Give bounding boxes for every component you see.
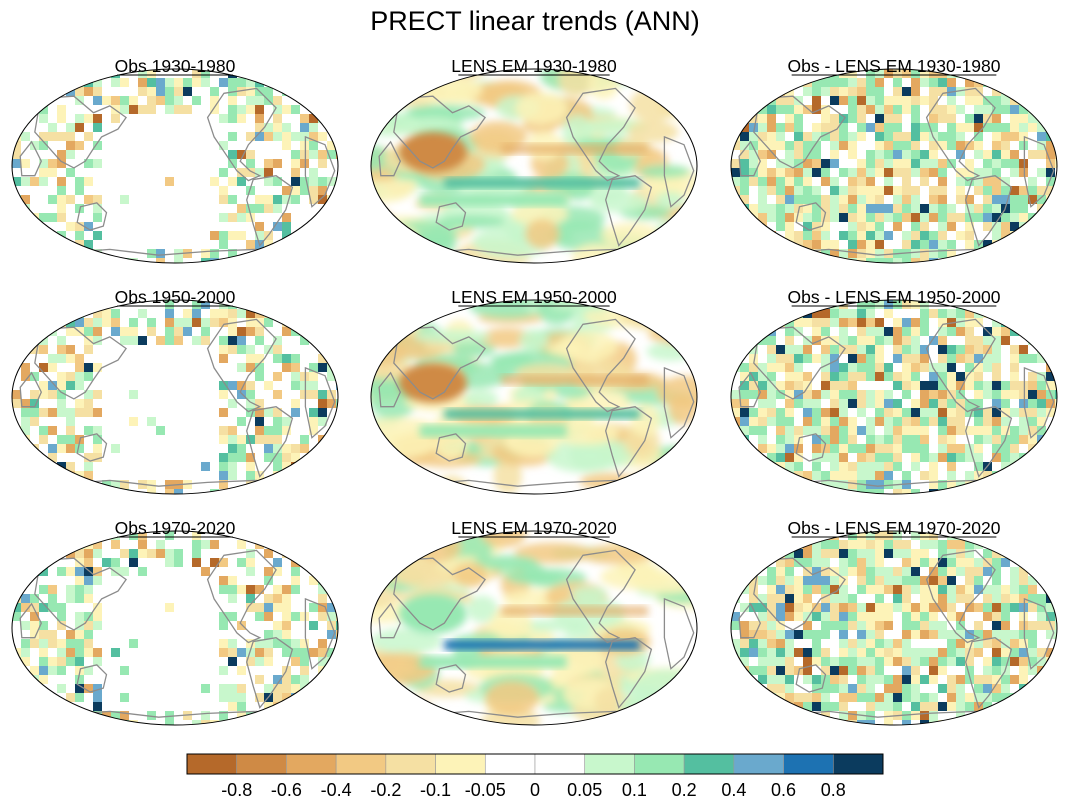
colorbar-tick-label: 0.1 [622, 780, 647, 800]
coastlines [378, 549, 695, 718]
map-field [12, 300, 338, 494]
colorbar-tick-label: -0.6 [271, 780, 302, 800]
map-panel-8: LENS EM 1970-2020 [370, 518, 698, 726]
colorbar-swatch [783, 753, 834, 775]
panel-title: Obs - LENS EM 1930-1980 [787, 56, 1000, 76]
map-border [730, 299, 1058, 495]
colorbar-frame [186, 753, 884, 775]
map-panel-7: Obs 1970-2020 [11, 518, 339, 726]
colorbar-swatch [236, 753, 287, 775]
colorbar-tick-label: -0.4 [321, 780, 352, 800]
map-panel-3: Obs - LENS EM 1930-1980 [730, 56, 1058, 264]
map-border [11, 68, 339, 264]
map-field [731, 531, 1057, 725]
map-panel-6: Obs - LENS EM 1950-2000 [730, 287, 1058, 495]
colorbar-tick-label: 0.4 [721, 780, 746, 800]
colorbar-swatch [335, 753, 387, 775]
colorbar-swatch [584, 753, 635, 775]
coastlines [19, 549, 336, 718]
panel-title: Obs - LENS EM 1950-2000 [787, 287, 1000, 307]
map-panel-9: Obs - LENS EM 1970-2020 [730, 518, 1058, 726]
colorbar-swatch [634, 753, 685, 775]
map-panel-2: LENS EM 1930-1980 [370, 56, 698, 264]
colorbar-tick-label: 0 [530, 780, 540, 800]
map-panels: Obs 1930-1980 LENS EM 1930-1980 Obs - LENS… [11, 56, 1058, 726]
colorbar-swatch [435, 753, 486, 775]
map-panel-1: Obs 1930-1980 [11, 56, 339, 264]
colorbar-swatch [286, 753, 337, 775]
colorbar-tick-label: -0.1 [420, 780, 451, 800]
map-border [11, 530, 339, 726]
colorbar-swatch [385, 753, 436, 775]
map-border [370, 68, 698, 264]
map-border [11, 299, 339, 495]
panel-title: LENS EM 1950-2000 [451, 287, 617, 307]
colorbar-swatch [683, 753, 735, 775]
colorbar-tick-label: -0.2 [370, 780, 401, 800]
panel-title: LENS EM 1930-1980 [451, 56, 617, 76]
map-border [730, 68, 1058, 264]
panel-title: Obs 1970-2020 [115, 518, 236, 538]
colorbar-swatch [534, 753, 586, 775]
map-border [370, 299, 698, 495]
panel-title: LENS EM 1970-2020 [451, 518, 617, 538]
colorbar-tick-label: -0.05 [465, 780, 506, 800]
panel-title: Obs - LENS EM 1970-2020 [787, 518, 1000, 538]
coastlines [378, 87, 695, 256]
colorbar-tick-label: -0.8 [221, 780, 252, 800]
map-field [731, 300, 1057, 494]
map-border [370, 530, 698, 726]
map-field [12, 69, 338, 263]
colorbar-tick-label: 0.2 [672, 780, 697, 800]
colorbar-swatch [186, 753, 238, 775]
colorbar-tick-label: 0.05 [567, 780, 602, 800]
map-field [371, 300, 697, 494]
map-panel-4: Obs 1950-2000 [11, 287, 339, 495]
map-field [12, 531, 338, 725]
map-border [730, 530, 1058, 726]
colorbar-tick-label: 0.6 [771, 780, 796, 800]
map-field [731, 69, 1057, 263]
map-field [371, 69, 697, 263]
map-field [371, 531, 697, 725]
colorbar: -0.8 -0.6 -0.4 -0.2 -0.1 -0.05 0 0.05 0.1 0.2 0.4 0… [186, 753, 884, 800]
colorbar-swatch [484, 753, 536, 775]
panel-title: Obs 1930-1980 [115, 56, 236, 76]
panel-title: Obs 1950-2000 [115, 287, 236, 307]
colorbar-swatch [733, 753, 784, 775]
map-panel-5: LENS EM 1950-2000 [370, 287, 698, 495]
figure-title: PRECT linear trends (ANN) [370, 6, 700, 36]
colorbar-tick-label: 0.8 [821, 780, 846, 800]
colorbar-swatch [832, 753, 884, 775]
